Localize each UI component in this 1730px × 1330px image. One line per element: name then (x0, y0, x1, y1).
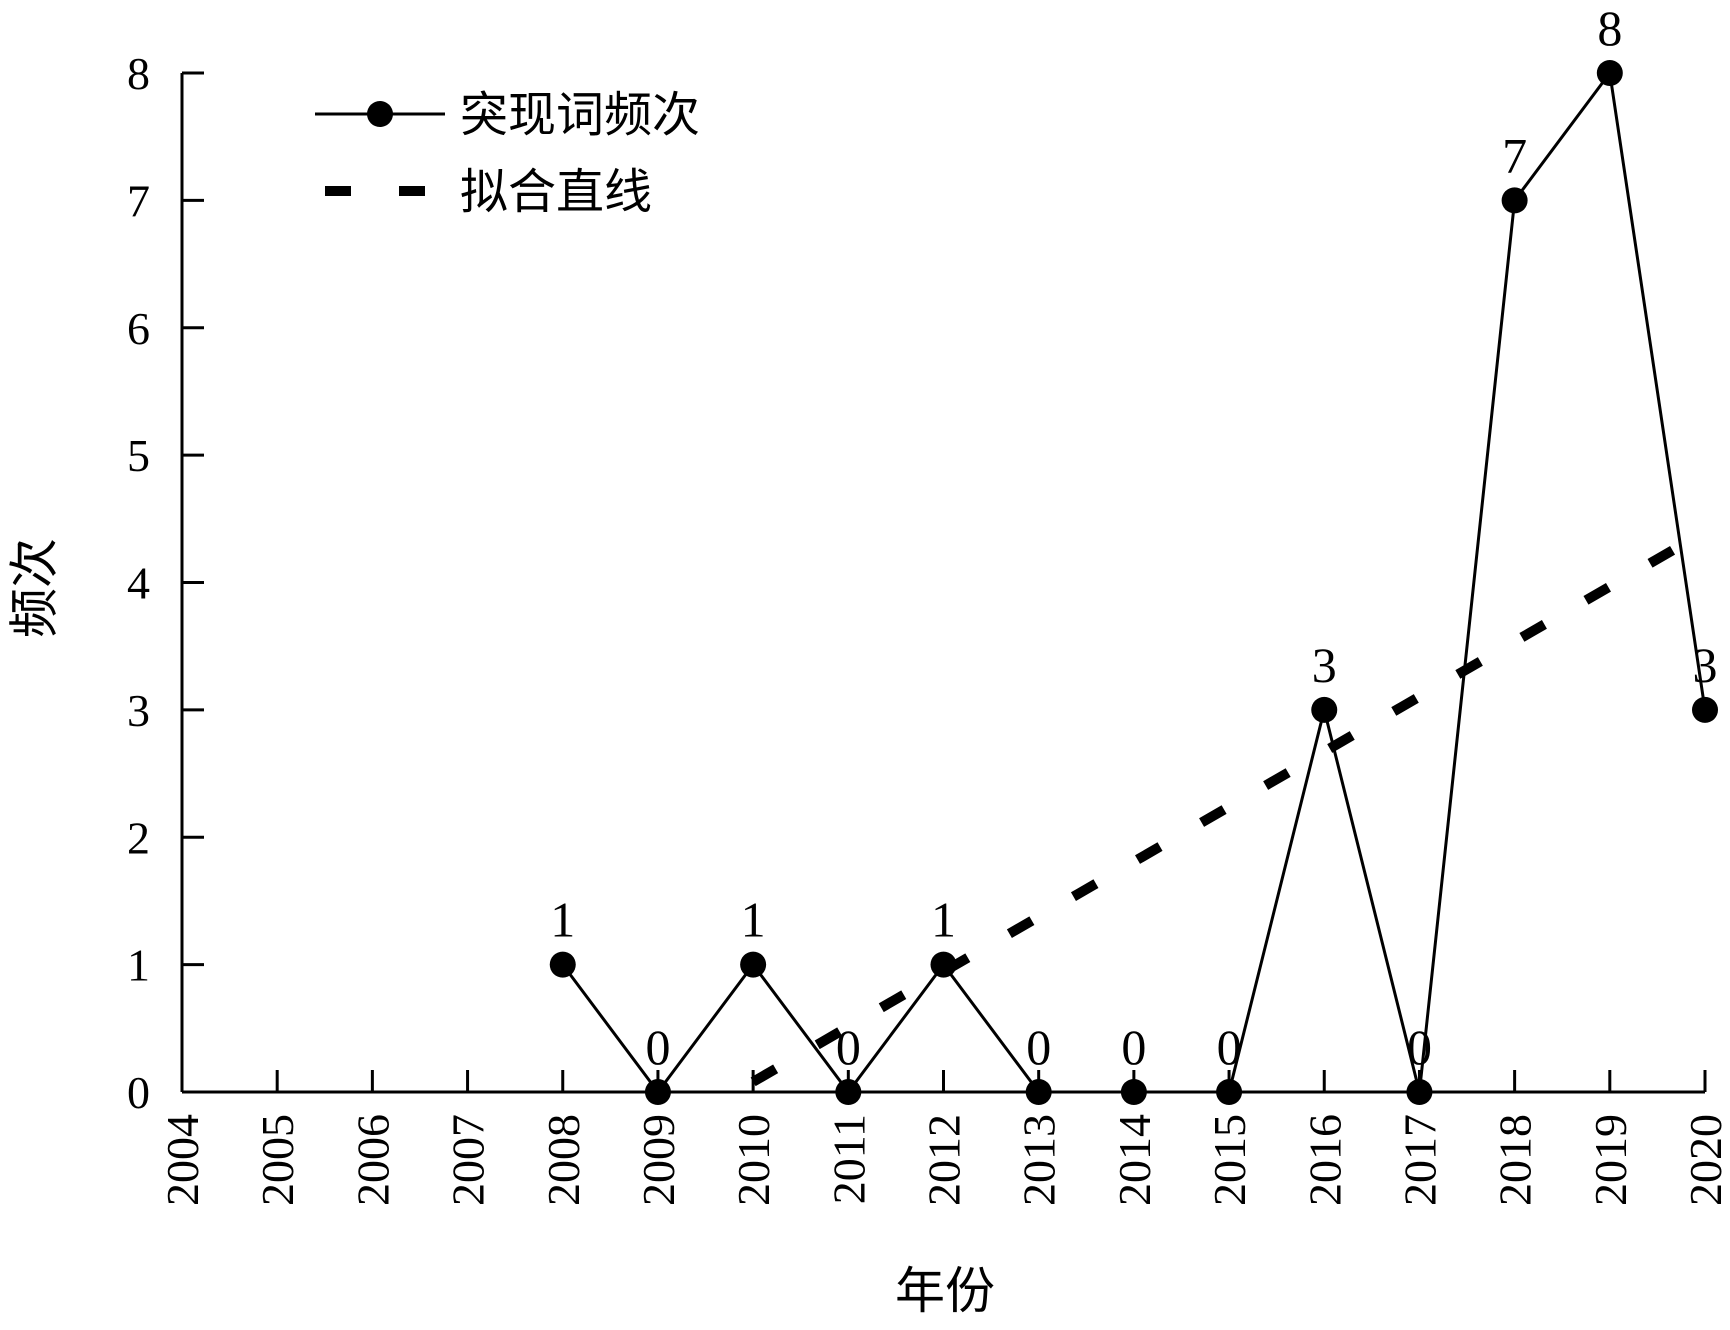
data-label: 1 (741, 892, 766, 948)
x-tick-label: 2019 (1585, 1114, 1636, 1206)
x-tick-label: 2018 (1490, 1114, 1541, 1206)
x-tick-label: 2006 (347, 1114, 398, 1206)
data-point (644, 1079, 671, 1105)
frequency-line (561, 69, 1707, 1095)
x-ticks: 2004 2005 2006 2007 2008 2009 2010 2011 2012 2013… (157, 1070, 1730, 1206)
x-tick-label: 2020 (1680, 1114, 1730, 1206)
data-point (740, 951, 767, 978)
data-label: 7 (1502, 127, 1527, 183)
x-tick-label: 2012 (919, 1114, 970, 1206)
data-label: 8 (1597, 0, 1622, 56)
legend-marker-frequency (367, 101, 393, 127)
data-point (1025, 1079, 1052, 1105)
data-label: 0 (1121, 1019, 1146, 1075)
x-tick-label: 2007 (443, 1114, 494, 1206)
data-point (1501, 187, 1528, 214)
legend: 突现词频次 拟合直线 (315, 87, 700, 220)
y-tick-label: 2 (127, 812, 150, 863)
x-tick-label: 2004 (157, 1114, 208, 1206)
data-label: 1 (550, 892, 575, 948)
data-label: 0 (1217, 1019, 1242, 1075)
x-axis-title: 年份 (895, 1262, 995, 1320)
data-point (930, 951, 957, 978)
data-label: 0 (836, 1019, 861, 1075)
x-tick-label: 2008 (538, 1114, 589, 1206)
data-label: 1 (931, 892, 956, 948)
x-tick-label: 2009 (633, 1114, 684, 1206)
legend-label-fit-line: 拟合直线 (460, 164, 652, 220)
data-label: 3 (1693, 637, 1718, 693)
y-tick-label: 6 (127, 303, 150, 354)
data-point (1692, 696, 1718, 723)
data-label: 3 (1312, 637, 1337, 693)
x-tick-label: 2014 (1109, 1114, 1160, 1206)
x-tick-label: 2017 (1394, 1114, 1445, 1206)
y-tick-label: 3 (127, 685, 150, 736)
y-tick-label: 8 (127, 48, 150, 99)
data-point (1216, 1079, 1243, 1105)
y-axis-title: 频次 (6, 538, 64, 638)
data-label: 0 (1407, 1019, 1432, 1075)
x-tick-label: 2010 (728, 1114, 779, 1206)
fit-line (750, 527, 1708, 1087)
legend-entry-fit-line: 拟合直线 (325, 164, 652, 220)
y-tick-label: 1 (127, 940, 150, 991)
legend-entry-frequency: 突现词频次 (315, 87, 700, 143)
series-layer: 1 0 1 0 1 0 0 0 3 0 7 8 3 (549, 0, 1718, 1105)
data-label: 0 (1026, 1019, 1051, 1075)
x-tick-label: 2013 (1014, 1114, 1065, 1206)
data-point (1596, 60, 1623, 86)
data-label: 0 (645, 1019, 670, 1075)
y-ticks: 0 1 2 3 4 5 6 7 8 (127, 48, 204, 1118)
data-point (1406, 1079, 1433, 1105)
legend-label-frequency: 突现词频次 (460, 87, 700, 143)
data-point (1311, 696, 1338, 723)
x-tick-label: 2015 (1204, 1114, 1255, 1206)
x-tick-label: 2011 (823, 1114, 874, 1204)
y-tick-label: 4 (127, 558, 150, 609)
y-tick-label: 7 (127, 175, 150, 226)
data-point (1120, 1079, 1147, 1105)
x-tick-label: 2016 (1299, 1114, 1350, 1206)
y-tick-label: 5 (127, 430, 150, 481)
data-point (549, 951, 576, 978)
x-tick-label: 2005 (252, 1114, 303, 1206)
y-tick-label: 0 (127, 1067, 150, 1118)
data-point (835, 1079, 862, 1105)
